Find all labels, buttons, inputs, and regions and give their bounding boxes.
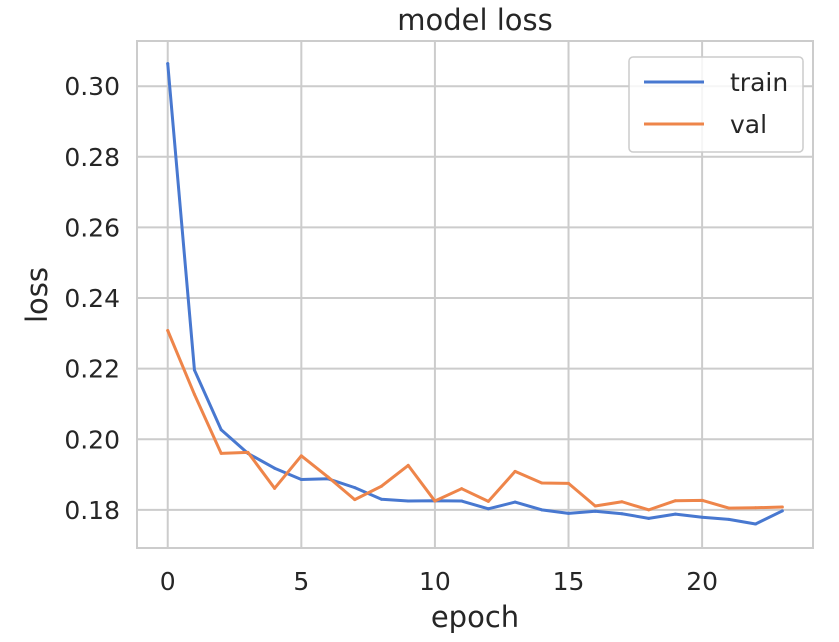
val-data-point: [647, 508, 651, 512]
train-data-point: [593, 509, 597, 513]
y-tick-label: 0.30: [64, 72, 120, 101]
grid-lines: [137, 41, 813, 548]
train-data-point: [754, 522, 758, 526]
y-tick-label: 0.24: [64, 284, 120, 313]
val-data-point: [593, 504, 597, 508]
train-data-point: [166, 62, 170, 66]
train-data-point: [353, 486, 357, 490]
y-tick-label: 0.26: [64, 213, 120, 242]
train-data-point: [620, 512, 624, 516]
x-tick-label: 5: [293, 567, 309, 596]
y-axis-label: loss: [20, 267, 54, 323]
y-tick-labels: 0.18 0.20 0.22 0.24 0.26 0.28 0.30: [64, 72, 120, 525]
train-data-point: [486, 507, 490, 511]
val-series-line: [166, 329, 784, 512]
series-lines: [166, 62, 784, 526]
train-data-point: [780, 509, 784, 513]
val-data-point: [780, 505, 784, 509]
val-data-point: [166, 329, 170, 333]
train-data-point: [700, 515, 704, 519]
val-data-point: [219, 451, 223, 455]
y-tick-label: 0.22: [64, 355, 120, 384]
legend-val-label: val: [730, 110, 767, 139]
y-tick-label: 0.20: [64, 425, 120, 454]
train-data-point: [647, 516, 651, 520]
train-data-point: [567, 511, 571, 515]
x-tick-labels: 0 5 10 15 20: [160, 567, 718, 596]
legend: train val: [628, 56, 804, 153]
train-data-point: [460, 499, 464, 503]
val-data-point: [620, 500, 624, 504]
x-tick-label: 10: [419, 567, 451, 596]
chart-title: model loss: [397, 3, 553, 37]
train-data-point: [219, 428, 223, 432]
x-tick-label: 20: [686, 567, 718, 596]
train-data-point: [273, 466, 277, 470]
val-data-point: [727, 506, 731, 510]
val-data-point: [460, 487, 464, 491]
train-data-point: [379, 497, 383, 501]
plot-frame: [136, 40, 814, 549]
train-data-point: [299, 478, 303, 482]
train-data-point: [406, 499, 410, 503]
val-data-point: [192, 392, 196, 396]
val-data-point: [246, 450, 250, 454]
val-data-point: [326, 475, 330, 479]
val-data-point: [379, 484, 383, 488]
train-data-point: [727, 517, 731, 521]
val-data-point: [406, 463, 410, 467]
y-tick-label: 0.18: [64, 496, 120, 525]
val-data-point: [754, 506, 758, 510]
train-data-point: [513, 500, 517, 504]
val-data-point: [353, 498, 357, 502]
legend-train-label: train: [730, 68, 788, 97]
val-data-point: [273, 486, 277, 490]
train-data-point: [540, 508, 544, 512]
y-tick-label: 0.28: [64, 143, 120, 172]
train-series-line: [166, 62, 784, 526]
val-data-point: [540, 481, 544, 485]
val-data-point: [513, 469, 517, 473]
val-data-point: [700, 498, 704, 502]
val-data-point: [567, 481, 571, 485]
x-tick-label: 0: [160, 567, 176, 596]
val-data-point: [486, 499, 490, 503]
x-axis-label: epoch: [431, 600, 519, 634]
train-data-point: [673, 512, 677, 516]
val-data-point: [673, 499, 677, 503]
train-data-point: [192, 368, 196, 372]
val-data-point: [433, 499, 437, 503]
val-data-point: [299, 454, 303, 458]
x-tick-label: 15: [553, 567, 585, 596]
